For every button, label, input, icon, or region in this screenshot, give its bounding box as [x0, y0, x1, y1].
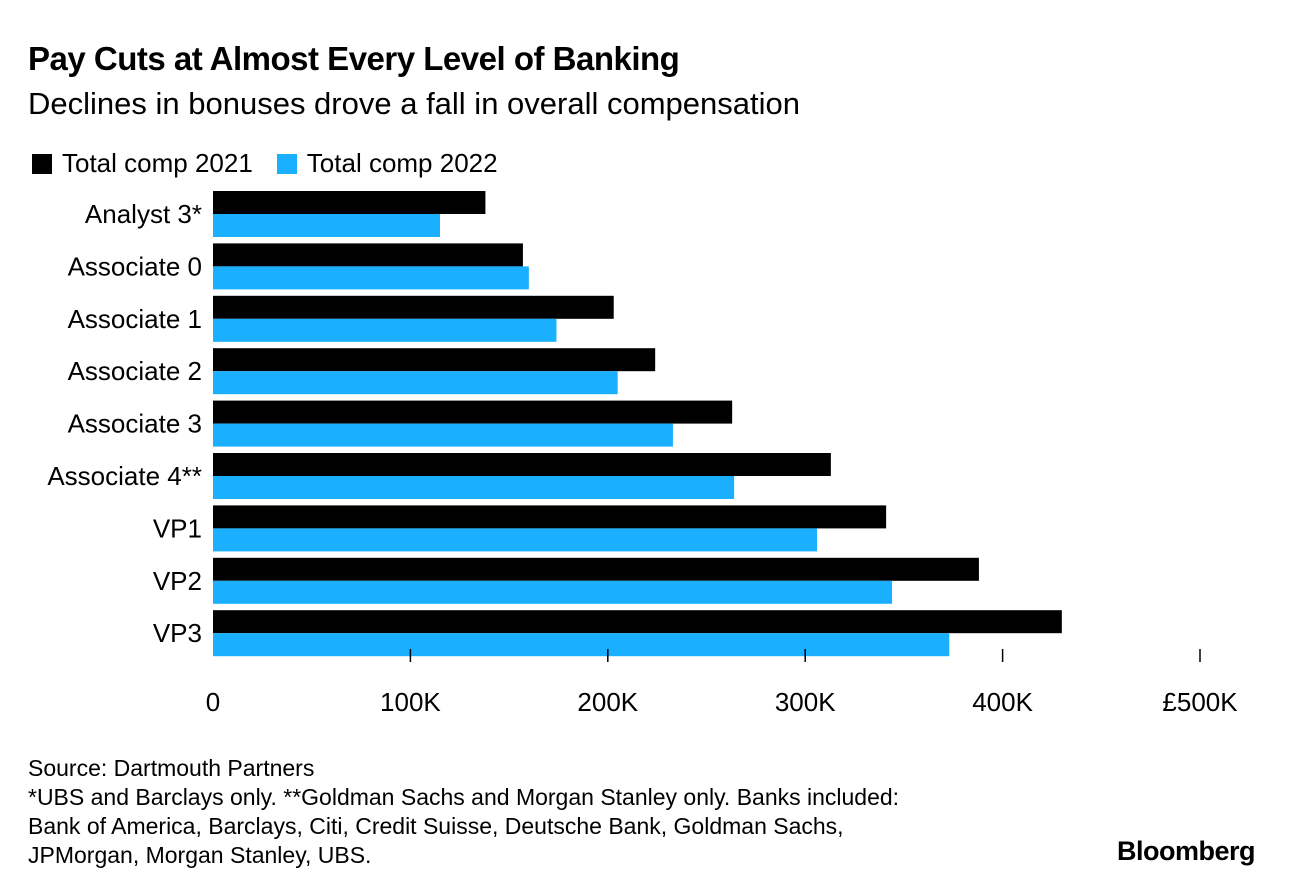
bar-vp3-2021: [213, 610, 1062, 634]
source-note: Source: Dartmouth Partners: [28, 755, 315, 781]
bar-associate-0-2021: [213, 243, 523, 267]
chart-title: Pay Cuts at Almost Every Level of Bankin…: [28, 40, 680, 77]
bar-analyst-3-2021: [213, 191, 486, 214]
category-label-associate-1: Associate 1: [68, 304, 202, 334]
bar-analyst-3-2022: [213, 214, 441, 237]
legend-label-2021: Total comp 2021: [62, 148, 253, 178]
bar-associate-1-2022: [213, 318, 557, 342]
x-tick-label-2: 200K: [577, 687, 638, 717]
footnote-line-2: Bank of America, Barclays, Citi, Credit …: [28, 813, 844, 839]
category-label-associate-0: Associate 0: [68, 251, 202, 281]
bar-associate-3-2022: [213, 423, 673, 447]
category-label-associate-3: Associate 3: [68, 409, 202, 439]
bar-associate-4-2022: [213, 476, 735, 499]
category-label-analyst-3: Analyst 3*: [85, 199, 202, 229]
category-label-vp3: VP3: [153, 618, 202, 648]
bar-associate-2-2022: [213, 371, 618, 395]
x-tick-label-5: £500K: [1162, 687, 1238, 717]
bar-vp2-2022: [213, 580, 893, 604]
category-label-associate-4: Associate 4**: [47, 461, 202, 491]
bar-vp3-2022: [213, 633, 950, 657]
legend-item-2021: Total comp 2021: [32, 148, 253, 179]
x-tick-label-3: 300K: [775, 687, 836, 717]
legend-swatch-2022: [276, 153, 297, 174]
x-tick-label-4: 400K: [972, 687, 1033, 717]
category-label-vp2: VP2: [153, 566, 202, 596]
bloomberg-logo: Bloomberg: [1116, 836, 1256, 866]
category-label-vp1: VP1: [153, 513, 202, 543]
footnote-line-1: *UBS and Barclays only. **Goldman Sachs …: [28, 784, 900, 810]
chart-legend: Total comp 2021 Total comp 2022: [32, 148, 522, 179]
x-tick-label-1: 100K: [380, 687, 441, 717]
bar-associate-4-2021: [213, 453, 831, 476]
category-label-associate-2: Associate 2: [68, 356, 202, 386]
chart-subtitle: Declines in bonuses drove a fall in over…: [28, 86, 800, 121]
legend-label-2022: Total comp 2022: [306, 148, 498, 178]
bar-associate-3-2021: [213, 400, 733, 424]
bar-vp1-2021: [213, 505, 887, 529]
bar-vp2-2021: [213, 557, 979, 581]
bar-associate-1-2021: [213, 295, 614, 319]
bar-associate-0-2022: [213, 266, 529, 290]
footnotes: Source: Dartmouth Partners *UBS and Barc…: [28, 754, 899, 870]
legend-swatch-2021: [32, 153, 52, 174]
legend-item-2022: Total comp 2022: [276, 148, 498, 179]
bar-vp1-2022: [213, 528, 818, 552]
footnote-line-3: JPMorgan, Morgan Stanley, UBS.: [28, 842, 372, 868]
bar-associate-2-2021: [213, 348, 656, 372]
x-tick-label-0: 0: [206, 687, 220, 717]
